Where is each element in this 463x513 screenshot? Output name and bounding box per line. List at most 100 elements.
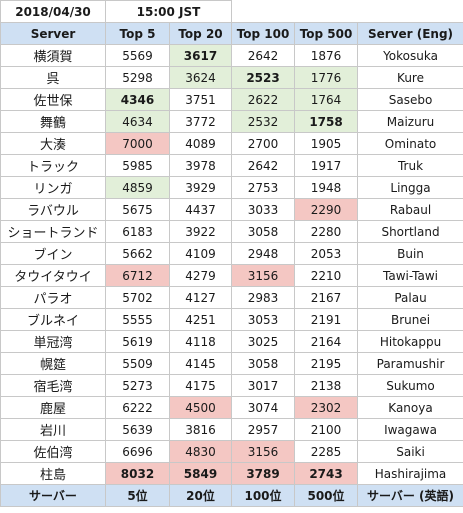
server-eng-cell[interactable]: Ominato bbox=[357, 132, 463, 155]
top100-value-cell[interactable]: 3058 bbox=[231, 352, 296, 375]
top5-value-cell[interactable]: 5273 bbox=[105, 374, 170, 397]
server-eng-cell[interactable]: Hashirajima bbox=[357, 462, 463, 485]
top500-value-cell[interactable]: 2138 bbox=[294, 374, 359, 397]
server-eng-cell[interactable]: Kure bbox=[357, 66, 463, 89]
server-name-cell[interactable]: トラック bbox=[0, 154, 106, 177]
server-name-cell[interactable]: 佐伯湾 bbox=[0, 440, 106, 463]
top500-value-cell[interactable]: 1917 bbox=[294, 154, 359, 177]
top500-value-cell[interactable]: 2290 bbox=[294, 198, 359, 221]
top5-value-cell[interactable]: 5985 bbox=[105, 154, 170, 177]
server-eng-cell[interactable]: Sukumo bbox=[357, 374, 463, 397]
top20-value-cell[interactable]: 4109 bbox=[168, 242, 233, 265]
top5-value-cell[interactable]: 5569 bbox=[105, 44, 170, 67]
top500-value-cell[interactable]: 2053 bbox=[294, 242, 359, 265]
header-server[interactable]: Server bbox=[0, 22, 106, 45]
top20-value-cell[interactable]: 5849 bbox=[168, 462, 233, 485]
top100-value-cell[interactable]: 2642 bbox=[231, 44, 296, 67]
top100-value-cell[interactable]: 2532 bbox=[231, 110, 296, 133]
top100-value-cell[interactable]: 2948 bbox=[231, 242, 296, 265]
top500-value-cell[interactable]: 2280 bbox=[294, 220, 359, 243]
footer-top5[interactable]: 5位 bbox=[105, 484, 170, 507]
top100-value-cell[interactable]: 3033 bbox=[231, 198, 296, 221]
top500-value-cell[interactable]: 2167 bbox=[294, 286, 359, 309]
top5-value-cell[interactable]: 5555 bbox=[105, 308, 170, 331]
server-name-cell[interactable]: 宿毛湾 bbox=[0, 374, 106, 397]
server-eng-cell[interactable]: Rabaul bbox=[357, 198, 463, 221]
server-eng-cell[interactable]: Lingga bbox=[357, 176, 463, 199]
server-eng-cell[interactable]: Shortland bbox=[357, 220, 463, 243]
top500-value-cell[interactable]: 2191 bbox=[294, 308, 359, 331]
header-top100[interactable]: Top 100 bbox=[231, 22, 296, 45]
top100-value-cell[interactable]: 3074 bbox=[231, 396, 296, 419]
top500-value-cell[interactable]: 2743 bbox=[294, 462, 359, 485]
top5-value-cell[interactable]: 6222 bbox=[105, 396, 170, 419]
top100-value-cell[interactable]: 3025 bbox=[231, 330, 296, 353]
top500-value-cell[interactable]: 2210 bbox=[294, 264, 359, 287]
server-eng-cell[interactable]: Brunei bbox=[357, 308, 463, 331]
top20-value-cell[interactable]: 4118 bbox=[168, 330, 233, 353]
top500-value-cell[interactable]: 2285 bbox=[294, 440, 359, 463]
footer-server[interactable]: サーバー bbox=[0, 484, 106, 507]
top20-value-cell[interactable]: 4279 bbox=[168, 264, 233, 287]
top100-value-cell[interactable]: 3789 bbox=[231, 462, 296, 485]
top5-value-cell[interactable]: 7000 bbox=[105, 132, 170, 155]
server-eng-cell[interactable]: Truk bbox=[357, 154, 463, 177]
top500-value-cell[interactable]: 1764 bbox=[294, 88, 359, 111]
top20-value-cell[interactable]: 4437 bbox=[168, 198, 233, 221]
top100-value-cell[interactable]: 3058 bbox=[231, 220, 296, 243]
top5-value-cell[interactable]: 6696 bbox=[105, 440, 170, 463]
footer-top500[interactable]: 500位 bbox=[294, 484, 359, 507]
top500-value-cell[interactable]: 2195 bbox=[294, 352, 359, 375]
time-cell[interactable]: 15:00 JST bbox=[104, 0, 233, 23]
top5-value-cell[interactable]: 4346 bbox=[105, 88, 170, 111]
top20-value-cell[interactable]: 4145 bbox=[168, 352, 233, 375]
server-name-cell[interactable]: 幌筵 bbox=[0, 352, 106, 375]
top20-value-cell[interactable]: 3978 bbox=[168, 154, 233, 177]
server-name-cell[interactable]: 佐世保 bbox=[0, 88, 106, 111]
server-name-cell[interactable]: 横須賀 bbox=[0, 44, 106, 67]
top100-value-cell[interactable]: 3017 bbox=[231, 374, 296, 397]
server-name-cell[interactable]: 柱島 bbox=[0, 462, 106, 485]
top100-value-cell[interactable]: 2642 bbox=[231, 154, 296, 177]
top5-value-cell[interactable]: 6183 bbox=[105, 220, 170, 243]
top20-value-cell[interactable]: 3922 bbox=[168, 220, 233, 243]
server-eng-cell[interactable]: Hitokappu bbox=[357, 330, 463, 353]
top20-value-cell[interactable]: 3816 bbox=[168, 418, 233, 441]
header-top5[interactable]: Top 5 bbox=[105, 22, 170, 45]
top5-value-cell[interactable]: 4634 bbox=[105, 110, 170, 133]
server-name-cell[interactable]: ブイン bbox=[0, 242, 106, 265]
header-top500[interactable]: Top 500 bbox=[294, 22, 359, 45]
server-eng-cell[interactable]: Tawi-Tawi bbox=[357, 264, 463, 287]
top5-value-cell[interactable]: 6712 bbox=[105, 264, 170, 287]
top5-value-cell[interactable]: 5298 bbox=[105, 66, 170, 89]
top500-value-cell[interactable]: 2100 bbox=[294, 418, 359, 441]
server-eng-cell[interactable]: Saiki bbox=[357, 440, 463, 463]
server-name-cell[interactable]: リンガ bbox=[0, 176, 106, 199]
server-name-cell[interactable]: 岩川 bbox=[0, 418, 106, 441]
top5-value-cell[interactable]: 5509 bbox=[105, 352, 170, 375]
top20-value-cell[interactable]: 4127 bbox=[168, 286, 233, 309]
top5-value-cell[interactable]: 5619 bbox=[105, 330, 170, 353]
top20-value-cell[interactable]: 3929 bbox=[168, 176, 233, 199]
server-name-cell[interactable]: ショートランド bbox=[0, 220, 106, 243]
top20-value-cell[interactable]: 4500 bbox=[168, 396, 233, 419]
top100-value-cell[interactable]: 2622 bbox=[231, 88, 296, 111]
top5-value-cell[interactable]: 5702 bbox=[105, 286, 170, 309]
top20-value-cell[interactable]: 4089 bbox=[168, 132, 233, 155]
footer-server-eng[interactable]: サーバー (英語) bbox=[357, 484, 463, 507]
top100-value-cell[interactable]: 2700 bbox=[231, 132, 296, 155]
server-name-cell[interactable]: タウイタウイ bbox=[0, 264, 106, 287]
server-eng-cell[interactable]: Kanoya bbox=[357, 396, 463, 419]
top20-value-cell[interactable]: 3617 bbox=[168, 44, 233, 67]
server-eng-cell[interactable]: Maizuru bbox=[357, 110, 463, 133]
top20-value-cell[interactable]: 4175 bbox=[168, 374, 233, 397]
top500-value-cell[interactable]: 1758 bbox=[294, 110, 359, 133]
top100-value-cell[interactable]: 2957 bbox=[231, 418, 296, 441]
server-eng-cell[interactable]: Sasebo bbox=[357, 88, 463, 111]
top500-value-cell[interactable]: 1905 bbox=[294, 132, 359, 155]
top500-value-cell[interactable]: 1776 bbox=[294, 66, 359, 89]
server-name-cell[interactable]: 大湊 bbox=[0, 132, 106, 155]
server-eng-cell[interactable]: Yokosuka bbox=[357, 44, 463, 67]
top20-value-cell[interactable]: 3772 bbox=[168, 110, 233, 133]
top20-value-cell[interactable]: 3751 bbox=[168, 88, 233, 111]
